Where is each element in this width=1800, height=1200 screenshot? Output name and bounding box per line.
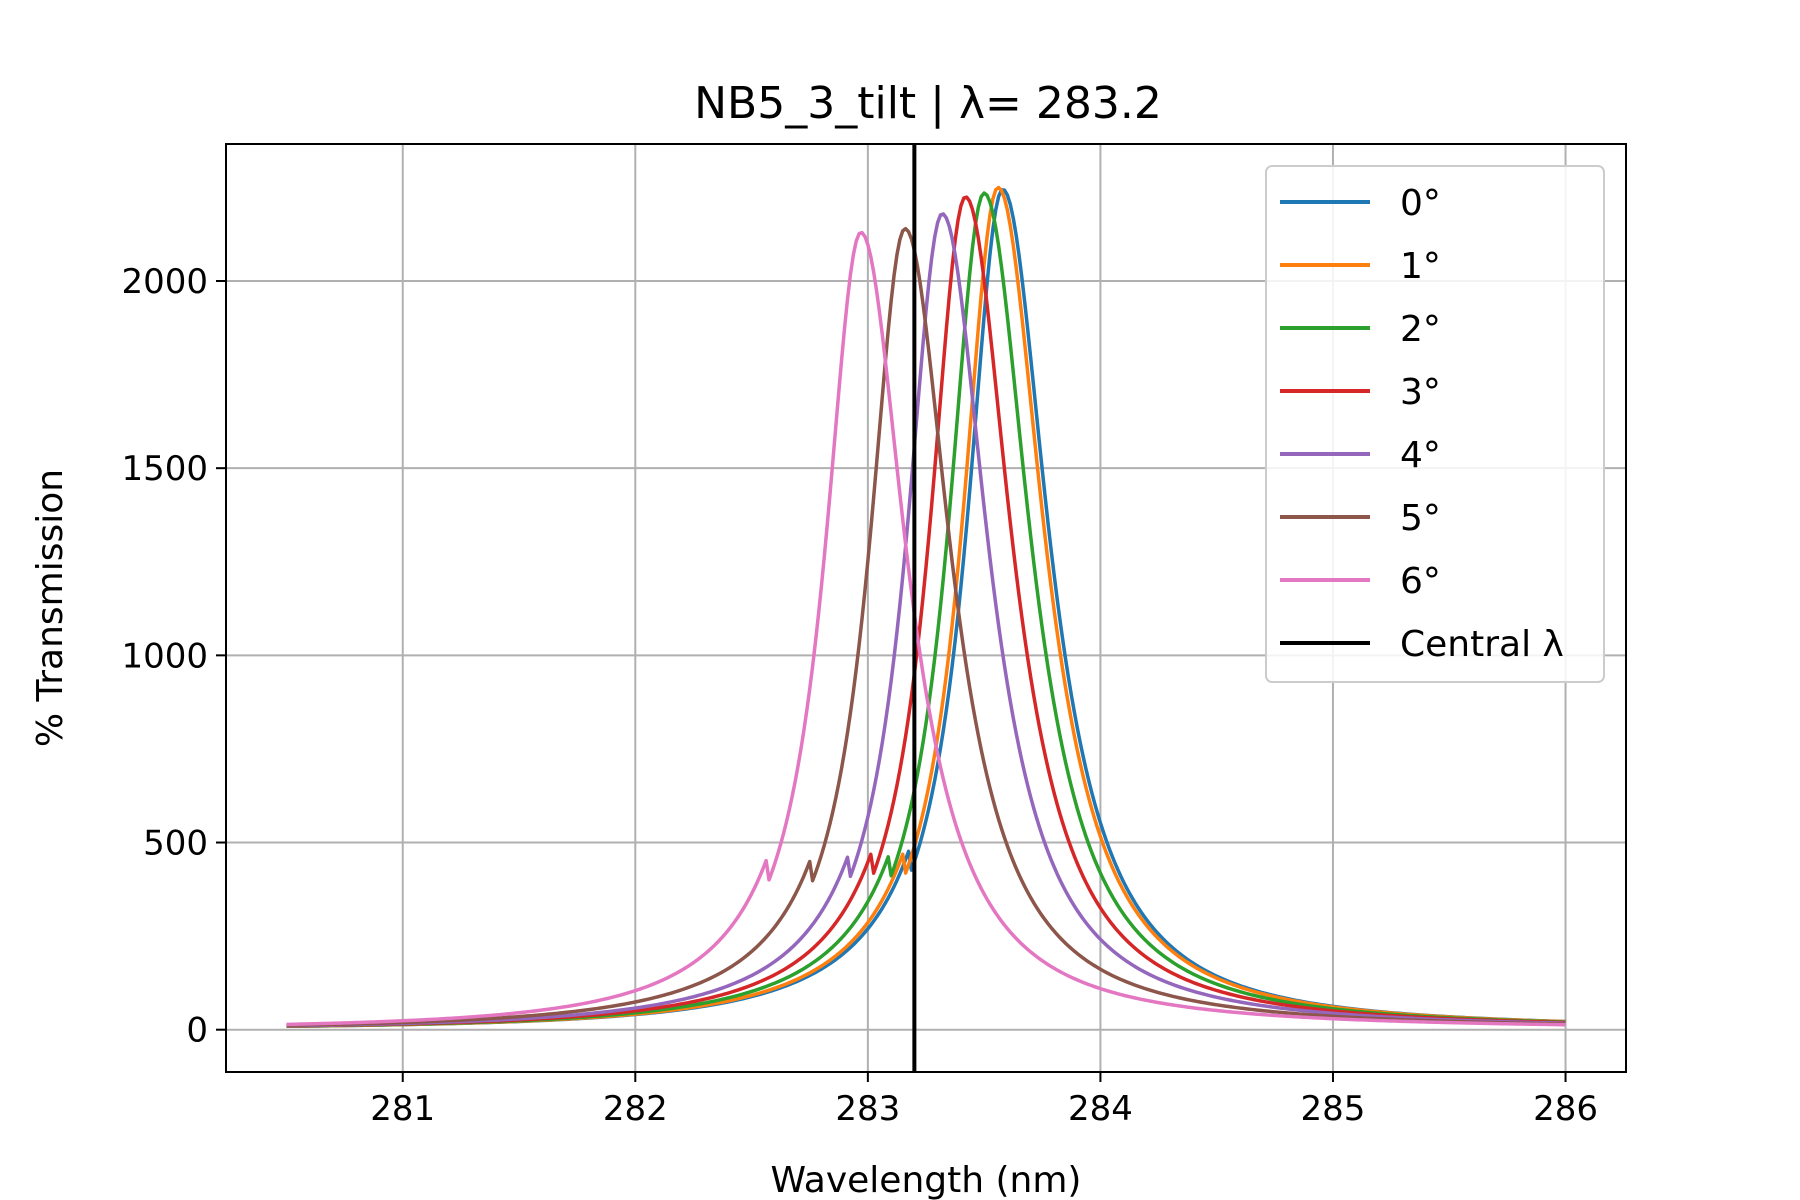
y-tick-label: 2000 bbox=[121, 262, 208, 302]
axis-ticks: 281 282 283 284 285 286 0 500 1000 1500 2000 bbox=[121, 262, 1598, 1129]
x-tick-label: 283 bbox=[835, 1089, 900, 1129]
legend-label: 3° bbox=[1400, 372, 1441, 413]
x-tick-label: 284 bbox=[1068, 1089, 1133, 1129]
legend-label: 5° bbox=[1400, 498, 1441, 539]
y-tick-label: 500 bbox=[143, 824, 208, 864]
y-tick-label: 1000 bbox=[121, 636, 208, 676]
y-tick-label: 0 bbox=[186, 1011, 208, 1051]
series-line-6 bbox=[286, 230, 1566, 1027]
legend: 0° 1° 2° 3° 4° 5° 6° Central λ bbox=[1265, 165, 1605, 683]
legend-label: 4° bbox=[1400, 435, 1441, 476]
x-tick-label: 282 bbox=[603, 1089, 668, 1129]
y-axis-label: % Transmission bbox=[30, 469, 71, 747]
x-tick-label: 281 bbox=[370, 1089, 435, 1129]
legend-label: Central λ bbox=[1400, 624, 1564, 665]
plot-area bbox=[286, 144, 1566, 1072]
legend-label: 2° bbox=[1400, 309, 1441, 350]
chart-title: NB5_3_tilt | λ= 283.2 bbox=[694, 78, 1162, 129]
axes-frame bbox=[225, 143, 1627, 1073]
legend-label: 1° bbox=[1400, 246, 1441, 287]
y-tick-label: 1500 bbox=[121, 449, 208, 489]
x-tick-label: 285 bbox=[1301, 1089, 1366, 1129]
legend-box bbox=[1265, 165, 1605, 683]
series-line-4 bbox=[286, 212, 1566, 1028]
legend-label: 0° bbox=[1400, 183, 1441, 224]
legend-label: 6° bbox=[1400, 561, 1441, 602]
series-line-5 bbox=[286, 226, 1566, 1027]
x-axis-label: Wavelength (nm) bbox=[771, 1160, 1082, 1200]
x-tick-label: 286 bbox=[1533, 1089, 1598, 1129]
